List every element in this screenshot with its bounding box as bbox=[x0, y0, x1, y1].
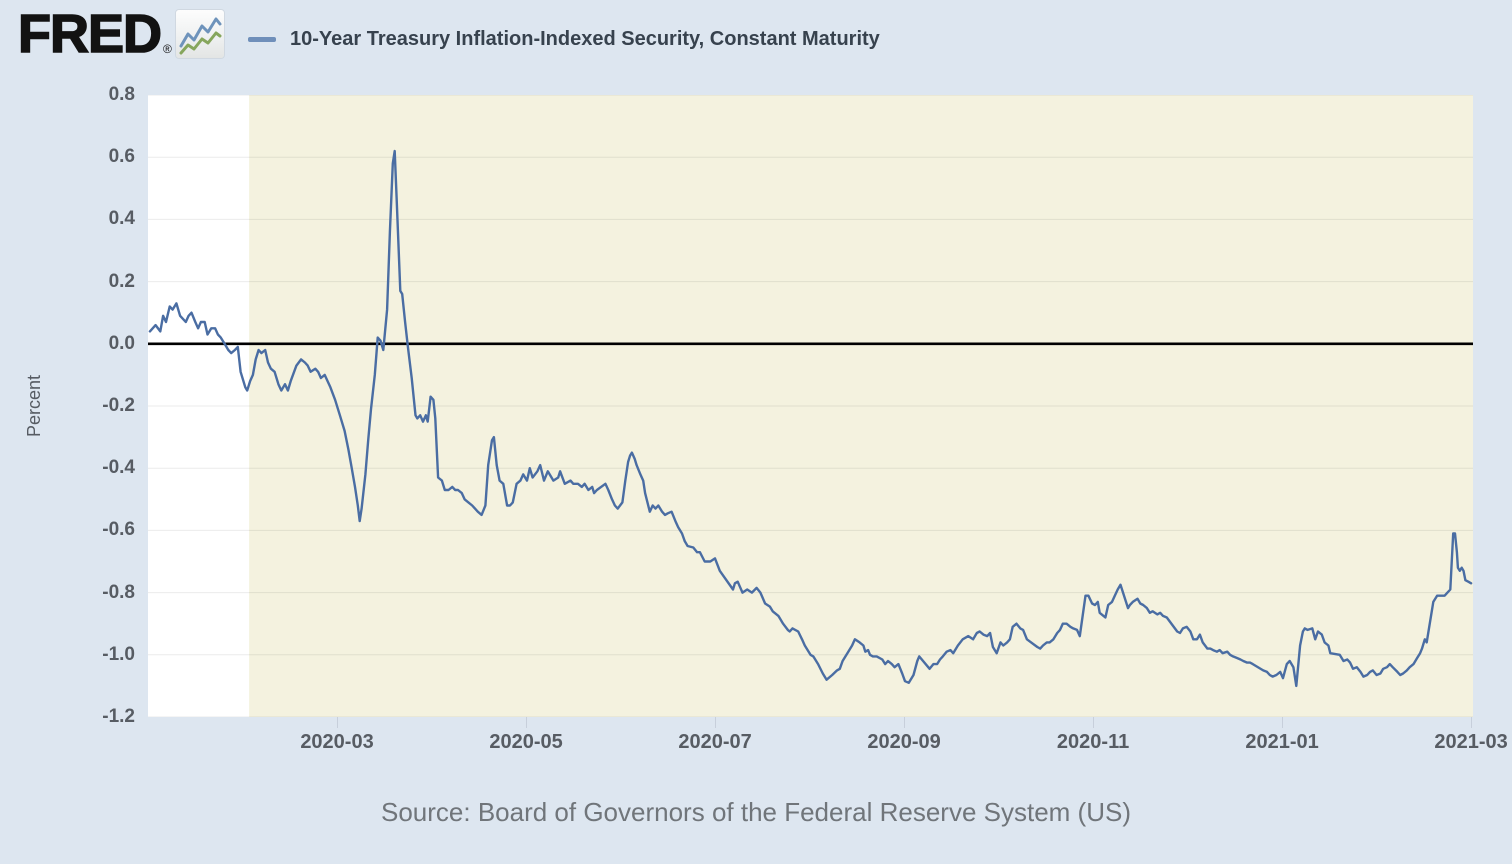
registered-trademark-icon: ® bbox=[163, 42, 172, 56]
y-tick-label: 0.0 bbox=[108, 332, 135, 354]
fred-logo: FRED ® bbox=[17, 4, 224, 64]
y-tick-label: 0.2 bbox=[108, 270, 135, 292]
x-tick-label: 2020-05 bbox=[489, 731, 563, 753]
y-tick-label: 0.8 bbox=[108, 84, 135, 105]
x-tick-label: 2020-09 bbox=[867, 731, 941, 753]
source-attribution: Source: Board of Governors of the Federa… bbox=[381, 797, 1131, 827]
y-tick-label: -1.2 bbox=[102, 706, 135, 727]
y-tick-label: -0.2 bbox=[102, 395, 135, 416]
highlight-band bbox=[249, 95, 1473, 717]
x-tick-label: 2020-07 bbox=[678, 731, 752, 753]
y-tick-label: -1.0 bbox=[102, 643, 135, 665]
data-series-line bbox=[148, 149, 1473, 688]
x-tick-label: 2020-11 bbox=[1056, 731, 1130, 753]
y-tick-label: 0.4 bbox=[108, 208, 135, 230]
x-tick-mark bbox=[526, 717, 528, 728]
chart-canvas[interactable] bbox=[148, 95, 1473, 717]
x-tick-label: 2021-03 bbox=[1434, 731, 1508, 753]
x-tick-mark bbox=[1282, 717, 1284, 728]
x-tick-label: 2020-03 bbox=[300, 731, 374, 753]
y-tick-label: -0.8 bbox=[102, 581, 135, 603]
x-tick-mark bbox=[1093, 717, 1095, 728]
fred-logo-graph-icon bbox=[175, 10, 224, 58]
y-tick-label: -0.4 bbox=[102, 457, 135, 479]
y-tick-label: -0.6 bbox=[102, 519, 135, 541]
fred-logo-text: FRED bbox=[17, 4, 163, 64]
legend-series-label: 10-Year Treasury Inflation-Indexed Secur… bbox=[290, 27, 880, 50]
plot-area[interactable] bbox=[148, 95, 1473, 717]
x-tick-mark bbox=[1471, 717, 1473, 728]
x-tick-mark bbox=[337, 717, 339, 728]
y-tick-label: 0.6 bbox=[108, 146, 135, 168]
x-tick-mark bbox=[715, 717, 717, 728]
chart-legend: 10-Year Treasury Inflation-Indexed Secur… bbox=[248, 24, 880, 54]
legend-line-swatch bbox=[248, 36, 276, 42]
x-tick-label: 2021-01 bbox=[1245, 731, 1319, 753]
x-tick-mark bbox=[904, 717, 906, 728]
